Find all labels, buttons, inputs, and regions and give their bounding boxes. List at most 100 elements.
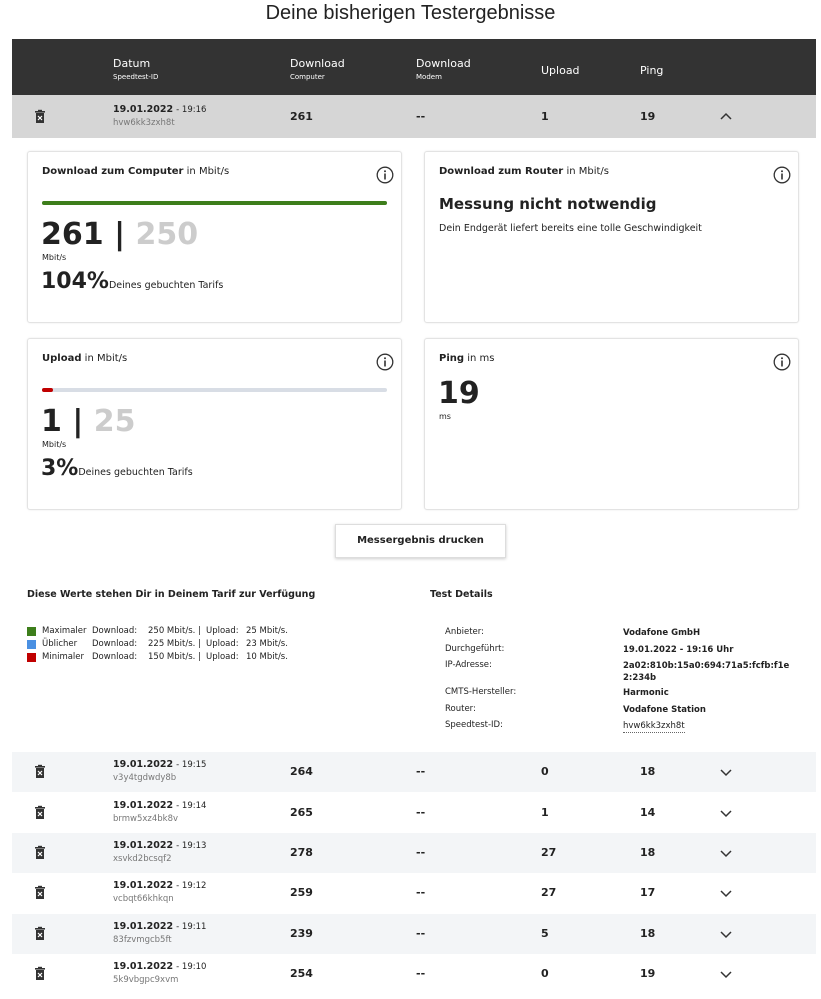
info-icon[interactable] [773,353,791,371]
speedtest-id: 83fzvmgcb5ft [113,935,172,945]
percent: 104% [41,269,109,294]
card-title-bold: Download zum Router [439,166,564,177]
result-card [424,338,799,510]
delete-icon[interactable] [31,844,49,862]
header-label: Upload [541,64,580,77]
header-sublabel: Modem [416,73,442,81]
delete-icon[interactable] [31,804,49,822]
legend-swatch [27,653,36,662]
time: - 19:11 [176,922,207,932]
speedtest-id: v3y4tgdwdy8b [113,773,177,783]
date-cell: 19.01.2022 - 19:10 [113,961,206,972]
download-cell: 261 [290,109,313,123]
result-row [12,95,816,138]
date: 19.01.2022 [113,800,174,811]
card-title-unit: in Mbit/s [186,166,230,177]
download-cell: 254 [290,967,313,980]
date-cell: 19.01.2022 - 19:15 [113,759,206,770]
modem-cell: -- [416,806,426,819]
details-title: Test Details [430,589,493,600]
card-title: Download zum Router in Mbit/s [439,166,609,177]
expand-toggle[interactable] [717,965,735,983]
result-row [12,793,816,833]
date: 19.01.2022 [113,759,174,770]
detail-label: Durchgeführt: [445,644,505,654]
header-label: Datum [113,57,151,70]
delete-icon[interactable] [31,965,49,983]
percent: 3% [41,456,79,481]
tariff-upload-label: Upload: [206,639,239,649]
separator: | [72,404,84,439]
percent-text: Deines gebuchten Tarifs [108,280,224,291]
measured-value: 261 [41,217,104,252]
card-title: Download zum Computer in Mbit/s [42,166,229,177]
tariff-download: 225 Mbit/s. | [148,639,201,649]
ping-cell: 18 [640,846,656,859]
tariff-name: Maximaler [42,626,87,636]
card-percent: 104%Deines gebuchten Tarifs [41,269,223,294]
download-cell: 278 [290,846,313,859]
modem-cell: -- [416,846,426,859]
time: - 19:14 [176,801,207,811]
progress-track [42,388,387,392]
detail-value: 2a02:810b:15a0:694:71a5:fcfb:f1e2:234b [623,661,790,683]
progress-fill [42,201,387,205]
tariff-download: 250 Mbit/s. | [148,626,201,636]
expand-toggle[interactable] [717,108,735,126]
card-value: 261 | 250 [41,217,198,252]
detail-label: Speedtest-ID: [445,720,503,730]
card-title-bold: Ping [439,353,465,364]
tariff-upload: 10 Mbit/s. [246,652,288,662]
card-value: 19 [438,376,480,411]
ping-cell: 18 [640,765,656,778]
upload-cell: 0 [541,765,549,778]
separator: | [114,217,126,252]
expand-toggle[interactable] [717,763,735,781]
print-button[interactable]: Messergebnis drucken [335,524,506,558]
ping-cell: 19 [640,967,656,980]
card-text: Dein Endgerät liefert bereits eine tolle… [439,223,702,234]
ping-cell: 19 [640,109,656,123]
tariff-upload: 23 Mbit/s. [246,639,288,649]
detail-value: 19.01.2022 - 19:16 Uhr [623,645,734,655]
delete-icon[interactable] [31,925,49,943]
card-title-unit: in Mbit/s [84,353,128,364]
card-unit: ms [439,412,451,421]
modem-cell: -- [416,886,426,899]
card-value: 1 | 25 [41,404,136,439]
expand-toggle[interactable] [717,884,735,902]
expand-toggle[interactable] [717,925,735,943]
speedtest-id: hvw6kk3zxh8t [113,117,175,128]
percent-text: Deines gebuchten Tarifs [78,467,193,478]
speedtest-id: xsvkd2bcsqf2 [113,854,172,864]
result-row [12,873,816,913]
measured-value: 19 [438,376,480,411]
result-card [424,151,799,323]
result-row [12,752,816,792]
tariff-upload-label: Upload: [206,652,239,662]
speedtest-id: 5k9vbgpc9xvm [113,975,179,985]
result-card [27,338,402,510]
download-cell: 265 [290,806,313,819]
info-icon[interactable] [376,166,394,184]
expand-toggle[interactable] [717,844,735,862]
legend-swatch [27,640,36,649]
expand-toggle[interactable] [717,804,735,822]
measured-value: 1 [41,404,62,439]
date: 19.01.2022 [113,880,174,891]
time: - 19:12 [176,881,207,891]
info-icon[interactable] [773,166,791,184]
date: 19.01.2022 [113,921,174,932]
tariff-download: 150 Mbit/s. | [148,652,201,662]
header-label: Download [290,57,345,70]
delete-icon[interactable] [31,108,49,126]
upload-cell: 5 [541,927,549,940]
upload-cell: 27 [541,886,557,899]
delete-icon[interactable] [31,884,49,902]
card-title-bold: Upload [42,353,82,364]
delete-icon[interactable] [31,763,49,781]
card-heading: Messung nicht notwendig [439,195,657,213]
header-label: Download [416,57,471,70]
info-icon[interactable] [376,353,394,371]
download-cell: 239 [290,927,313,940]
